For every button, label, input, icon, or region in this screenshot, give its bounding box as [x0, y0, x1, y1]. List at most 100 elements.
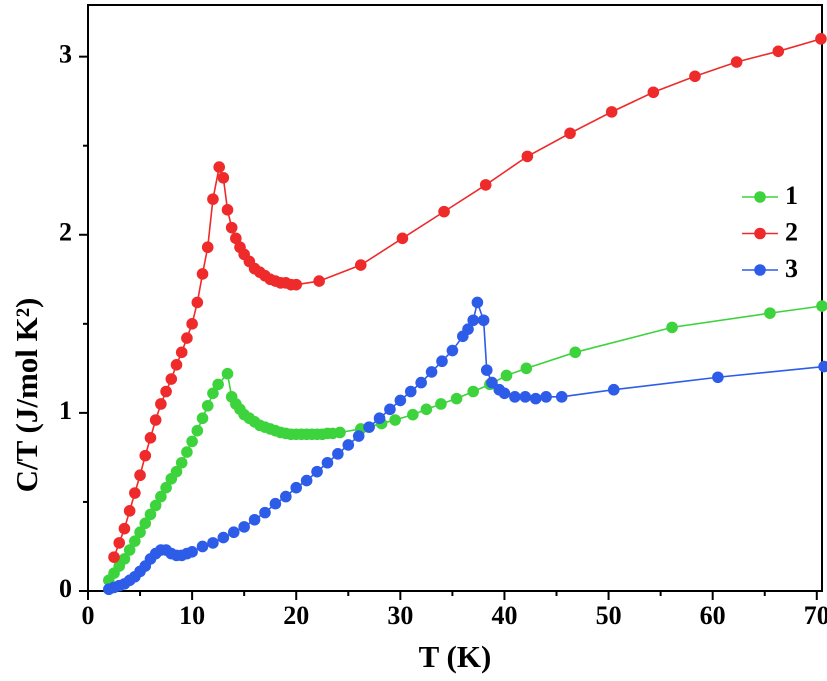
data-point — [196, 412, 209, 425]
data-point — [191, 296, 204, 309]
data-point — [123, 544, 136, 556]
data-point — [407, 408, 419, 421]
data-point — [201, 399, 214, 412]
x-tick-label: 0 — [82, 601, 95, 630]
data-point — [480, 364, 493, 376]
data-point — [415, 376, 427, 389]
data-point — [144, 432, 157, 444]
data-point — [155, 490, 167, 503]
data-point — [389, 414, 401, 426]
data-point — [462, 323, 474, 335]
y-tick-label: 0 — [59, 574, 72, 603]
data-point — [477, 314, 490, 327]
data-point — [404, 385, 417, 398]
data-point — [436, 355, 448, 368]
data-point — [186, 546, 198, 558]
data-point — [555, 391, 568, 403]
x-tick-label: 10 — [179, 601, 205, 630]
data-point — [425, 366, 438, 378]
x-tick-label: 30 — [387, 601, 413, 630]
data-point — [196, 540, 209, 553]
data-point — [816, 300, 827, 312]
data-point — [186, 435, 198, 448]
data-point — [186, 318, 198, 330]
data-point — [384, 403, 396, 416]
y-tick-label: 2 — [59, 218, 72, 247]
data-point — [352, 430, 365, 442]
legend-label: 1 — [785, 181, 798, 210]
data-point — [332, 448, 344, 460]
data-point — [569, 346, 582, 359]
data-point — [108, 551, 120, 563]
data-point — [519, 391, 532, 403]
data-point — [647, 86, 660, 99]
data-point — [221, 204, 234, 216]
data-point — [540, 391, 552, 403]
data-point — [509, 391, 521, 403]
data-point — [467, 314, 480, 327]
data-point — [354, 259, 367, 271]
data-point — [420, 403, 433, 416]
data-point — [248, 513, 261, 526]
data-point — [134, 469, 146, 482]
data-point — [181, 446, 193, 458]
x-tick-label: 50 — [596, 601, 622, 630]
data-point — [139, 517, 152, 530]
data-point — [160, 385, 172, 398]
data-point — [227, 526, 240, 539]
data-point — [520, 362, 533, 375]
x-tick-label: 40 — [491, 601, 517, 630]
data-point — [181, 332, 193, 344]
data-point — [446, 344, 459, 357]
x-tick-label: 70 — [804, 601, 827, 630]
x-tick-label: 20 — [283, 601, 309, 630]
data-point — [175, 346, 188, 359]
data-point — [486, 376, 498, 389]
x-axis-title: T (K) — [419, 639, 492, 674]
data-point — [165, 373, 178, 385]
data-point — [149, 414, 162, 426]
series-line — [113, 38, 822, 558]
data-point — [363, 421, 375, 433]
y-tick-label: 1 — [59, 396, 72, 425]
legend-marker — [754, 264, 766, 276]
legend-label: 2 — [785, 217, 798, 246]
data-point — [689, 70, 701, 83]
data-point — [342, 439, 355, 451]
data-point — [471, 296, 484, 309]
data-point — [207, 193, 219, 205]
data-point — [160, 481, 172, 494]
data-point — [175, 456, 188, 469]
data-point — [521, 150, 534, 163]
data-point — [605, 106, 618, 118]
data-point — [607, 383, 620, 396]
legend-marker — [754, 227, 766, 240]
data-point — [764, 307, 776, 319]
data-point — [334, 426, 346, 439]
data-point — [290, 481, 303, 494]
data-point — [221, 367, 234, 380]
data-point — [118, 553, 131, 565]
data-point — [396, 232, 409, 245]
data-point — [311, 465, 323, 478]
data-point — [818, 360, 827, 373]
data-point — [129, 487, 141, 499]
data-point — [123, 505, 136, 517]
data-point — [300, 474, 313, 487]
data-point — [321, 456, 334, 469]
legend-label: 3 — [785, 254, 798, 283]
data-point — [479, 179, 492, 191]
data-point — [170, 358, 183, 371]
data-point — [212, 378, 224, 391]
x-tick-label: 60 — [700, 601, 726, 630]
data-point — [290, 278, 303, 291]
data-point — [313, 275, 325, 287]
data-point — [394, 394, 407, 407]
data-point — [207, 387, 219, 400]
data-point — [134, 526, 146, 539]
data-point — [129, 535, 141, 547]
data-point — [196, 268, 209, 280]
data-point — [149, 499, 162, 512]
data-point — [280, 490, 292, 503]
data-point — [450, 392, 463, 405]
